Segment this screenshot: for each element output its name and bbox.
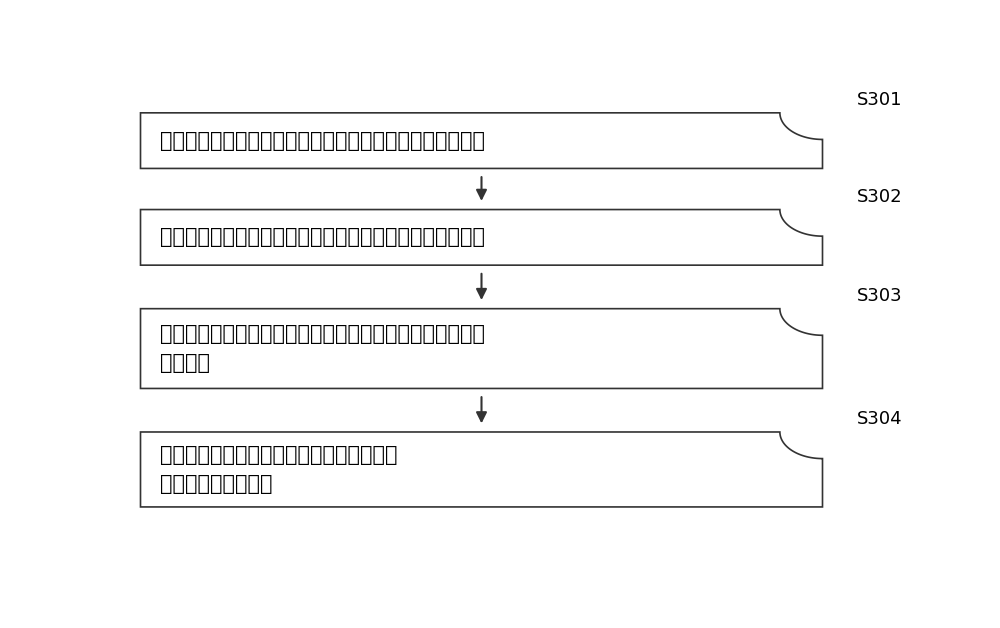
Text: 根据所述识别后针体的倾斜角度计算最佳的探头扫查线发射
偏转角度: 根据所述识别后针体的倾斜角度计算最佳的探头扫查线发射 偏转角度 <box>160 324 485 374</box>
Text: S303: S303 <box>857 287 903 305</box>
Text: 对所述穿刺回波数据进行针体识别，并计算针体的倾斜角度: 对所述穿刺回波数据进行针体识别，并计算针体的倾斜角度 <box>160 227 485 247</box>
Polygon shape <box>140 309 822 389</box>
Polygon shape <box>140 113 822 168</box>
Polygon shape <box>140 210 822 265</box>
Polygon shape <box>140 432 822 507</box>
Text: S304: S304 <box>857 410 903 428</box>
Text: 根据计算的最佳扫查线发射角度情况，进而
调整扫查线发射角度: 根据计算的最佳扫查线发射角度情况，进而 调整扫查线发射角度 <box>160 445 397 494</box>
Text: S302: S302 <box>857 188 903 206</box>
Text: 初步调整探头的扫查线发射角度，发射并获取穿刺回波数据: 初步调整探头的扫查线发射角度，发射并获取穿刺回波数据 <box>160 131 485 151</box>
Text: S301: S301 <box>857 91 903 109</box>
